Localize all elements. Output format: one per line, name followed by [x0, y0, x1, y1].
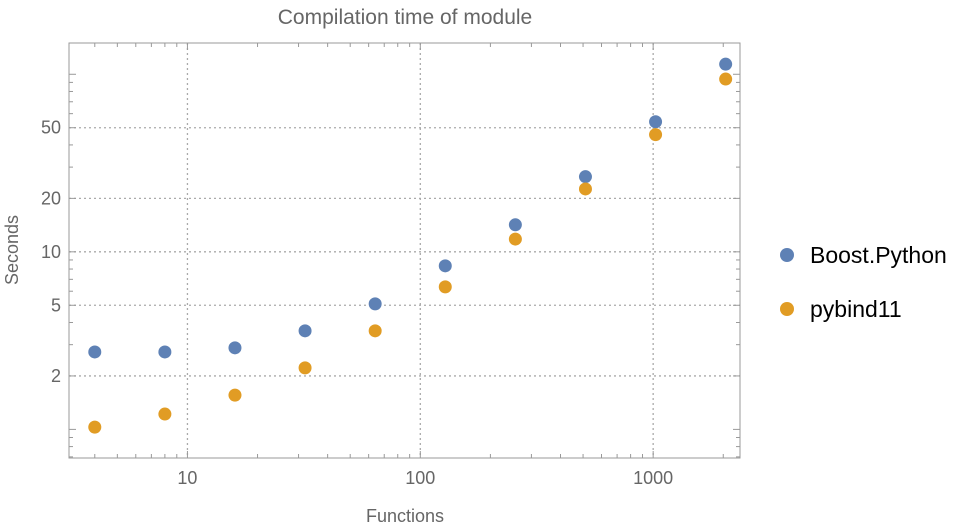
boost-python-point	[228, 341, 242, 355]
pybind11-point	[88, 420, 102, 434]
pybind11-point	[438, 280, 452, 294]
x-axis-label: Functions	[366, 506, 444, 525]
y-tick-label: 20	[41, 188, 61, 208]
boost-python-point	[508, 218, 522, 232]
legend-label: pybind11	[810, 295, 902, 322]
pybind11-point	[228, 388, 242, 402]
boost-python-point	[438, 259, 452, 273]
pybind11-point	[719, 72, 733, 86]
pybind11-point	[368, 324, 382, 338]
chart-title: Compilation time of module	[278, 6, 532, 29]
pybind11-point	[508, 232, 522, 246]
y-tick-label: 2	[51, 366, 61, 386]
legend-label: Boost.Python	[810, 241, 947, 268]
x-tick-label: 100	[405, 468, 435, 488]
legend-item-pybind11: pybind11	[780, 282, 947, 336]
y-tick-label: 5	[51, 295, 61, 315]
plot-frame	[68, 42, 741, 459]
legend: Boost.Python pybind11	[780, 228, 947, 336]
legend-marker	[780, 302, 794, 316]
y-tick-label: 50	[41, 118, 61, 138]
boost-python-point	[368, 297, 382, 311]
x-tick-label: 10	[177, 468, 197, 488]
boost-python-point	[88, 345, 102, 359]
y-axis-label: Seconds	[2, 215, 22, 285]
legend-marker	[780, 248, 794, 262]
y-tick-label: 10	[41, 242, 61, 262]
pybind11-point	[298, 361, 312, 375]
boost-python-point	[649, 115, 663, 129]
pybind11-point	[649, 128, 663, 142]
boost-python-point	[719, 57, 733, 71]
legend-item-boost-python: Boost.Python	[780, 228, 947, 282]
pybind11-point	[578, 182, 592, 196]
boost-python-point	[578, 170, 592, 184]
pybind11-point	[158, 407, 172, 421]
boost-python-point	[158, 345, 172, 359]
boost-python-point	[298, 324, 312, 338]
x-tick-label: 1000	[633, 468, 673, 488]
